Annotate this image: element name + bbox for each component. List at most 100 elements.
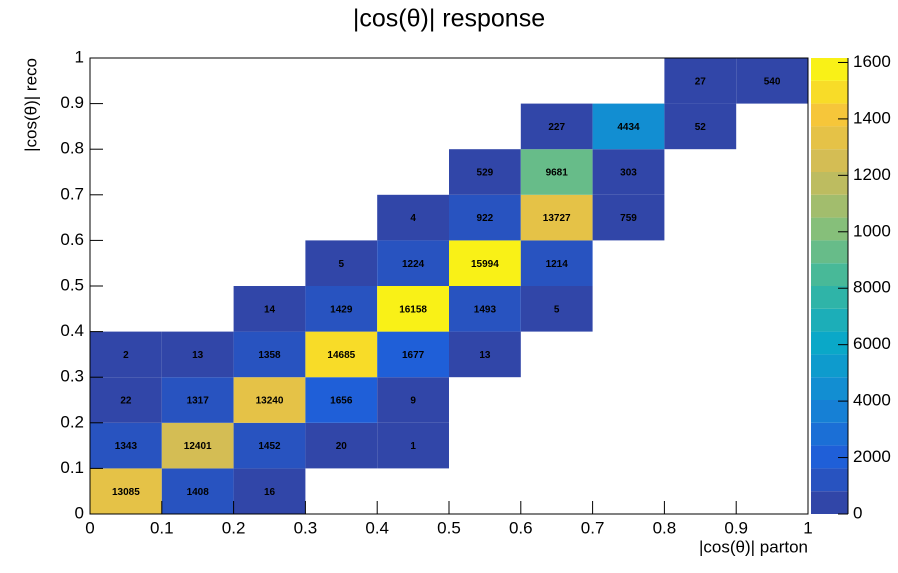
cell [449, 331, 521, 378]
cell-label: 15994 [471, 259, 499, 270]
colorbar-tick-label: 2000 [853, 447, 891, 466]
cell-label: 5 [554, 304, 560, 315]
cell-label: 1224 [402, 259, 425, 270]
cell-label: 1358 [258, 350, 281, 361]
y-tick-label: 0.9 [60, 93, 84, 112]
cell-label: 303 [620, 168, 637, 179]
colorbar-band [811, 491, 848, 514]
cell [377, 286, 449, 332]
cell [520, 240, 593, 286]
cell [233, 422, 306, 469]
cell [305, 240, 378, 286]
colorbar-band [811, 263, 848, 286]
colorbar-band [811, 354, 848, 378]
cell [233, 286, 306, 332]
cell [233, 331, 306, 378]
cell [161, 468, 234, 514]
colorbar-band [811, 400, 848, 423]
colorbar-band [811, 172, 848, 195]
colorbar-band [811, 468, 848, 492]
colorbar-tick-label: 1600 [853, 52, 891, 71]
cell [520, 194, 593, 241]
y-tick-label: 0.1 [60, 458, 84, 477]
cell [520, 149, 593, 195]
cell-label: 1429 [330, 304, 353, 315]
cell [90, 377, 162, 423]
cell [664, 58, 737, 104]
colorbar-band [811, 308, 848, 332]
cell [449, 240, 521, 286]
cell-label: 13085 [112, 487, 140, 498]
cell-label: 13240 [256, 396, 284, 407]
colorbar-band [811, 58, 848, 81]
x-tick-label: 1 [803, 518, 812, 537]
cell-label: 13 [479, 350, 491, 361]
chart-title: |cos(θ)| response [353, 5, 545, 33]
cell-label: 1656 [330, 396, 353, 407]
colorbar-tick-label: 1000 [853, 221, 891, 240]
cell-label: 4434 [617, 122, 640, 133]
cell-label: 13 [192, 350, 204, 361]
cell-label: 1452 [258, 441, 281, 452]
colorbar-band [811, 445, 848, 469]
colorbar-band [811, 331, 848, 355]
y-tick-label: 0.2 [60, 412, 84, 431]
cell [161, 422, 234, 469]
cell-label: 14685 [327, 350, 355, 361]
colorbar-band [811, 217, 848, 241]
cell-label: 1408 [187, 487, 210, 498]
x-axis-label: |cos(θ)| parton [699, 537, 808, 556]
x-tick-label: 0.4 [365, 518, 389, 537]
cell [305, 331, 378, 378]
cell [377, 240, 449, 286]
colorbar-tick-label: 0 [853, 503, 862, 522]
y-tick-label: 0.4 [60, 321, 84, 340]
colorbar-tick-label: 8000 [853, 278, 891, 297]
cell [305, 377, 378, 423]
cell-label: 5 [339, 259, 345, 270]
cell [592, 149, 665, 195]
cell-label: 1677 [402, 350, 425, 361]
y-axis-label: |cos(θ)| reco [21, 58, 40, 152]
colorbar-tick-label: 6000 [853, 334, 891, 353]
cell [520, 286, 593, 332]
cell-label: 13727 [543, 213, 571, 224]
colorbar-band [811, 126, 848, 150]
colorbar-band [811, 422, 848, 446]
x-tick-label: 0.8 [653, 518, 677, 537]
cell [305, 286, 378, 332]
cell-label: 1317 [187, 396, 210, 407]
colorbar-band [811, 80, 848, 104]
x-tick-label: 0.1 [150, 518, 174, 537]
colorbar-band [811, 240, 848, 264]
y-tick-label: 0.5 [60, 275, 84, 294]
cell-label: 1214 [546, 259, 569, 270]
cell [449, 149, 521, 195]
cell-label: 1343 [115, 441, 138, 452]
cell [90, 468, 162, 514]
cell-label: 227 [548, 122, 565, 133]
cell [449, 194, 521, 241]
y-tick-label: 0.7 [60, 184, 84, 203]
x-tick-label: 0.9 [724, 518, 748, 537]
x-tick-label: 0.5 [437, 518, 461, 537]
x-tick-label: 0.7 [581, 518, 605, 537]
cell [377, 194, 449, 241]
cell [233, 377, 306, 423]
cell [305, 422, 378, 469]
colorbar-band [811, 103, 848, 127]
cell [377, 422, 449, 469]
x-tick-label: 0 [85, 518, 94, 537]
cell-label: 1 [410, 441, 416, 452]
cell [90, 331, 162, 378]
cell [233, 468, 306, 514]
cell [377, 377, 449, 423]
colorbar-tick-label: 1400 [853, 108, 891, 127]
cell-label: 922 [477, 213, 494, 224]
cell-label: 529 [477, 168, 494, 179]
cell-label: 759 [620, 213, 637, 224]
colorbar-tick-label: 1200 [853, 165, 891, 184]
colorbar-tick-label: 4000 [853, 391, 891, 410]
cell-label: 16158 [399, 304, 427, 315]
y-tick-label: 0 [75, 503, 84, 522]
